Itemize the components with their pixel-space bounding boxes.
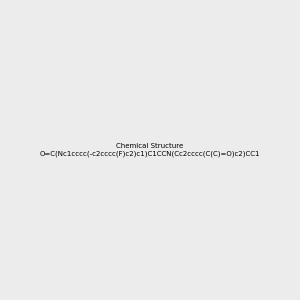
Text: Chemical Structure
O=C(Nc1cccc(-c2cccc(F)c2)c1)C1CCN(Cc2cccc(C(C)=O)c2)CC1: Chemical Structure O=C(Nc1cccc(-c2cccc(F… [40,143,260,157]
